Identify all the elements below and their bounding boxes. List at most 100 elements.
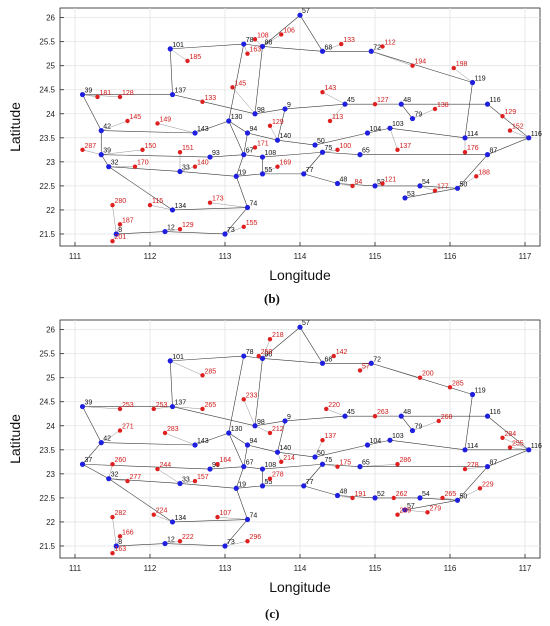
network-edge [254, 46, 263, 114]
demand-point [410, 63, 415, 68]
point-label: 68 [325, 44, 333, 51]
network-edge [487, 415, 529, 451]
demand-point [151, 512, 156, 517]
demand-link [487, 104, 503, 117]
point-label: 68 [325, 356, 333, 363]
demand-link [322, 91, 346, 105]
facility-point [357, 464, 363, 470]
network-edge [303, 464, 323, 487]
facility-point [162, 540, 168, 547]
network-edge [108, 166, 181, 172]
demand-point [350, 495, 355, 501]
demand-point [200, 99, 205, 104]
demand-point [117, 222, 123, 227]
x-tick-label: 116 [444, 252, 457, 261]
network-edge [314, 444, 368, 458]
demand-point [335, 464, 340, 469]
point-label: 67 [246, 148, 254, 155]
y-tick-label: 24.5 [39, 398, 55, 407]
network-edge [277, 108, 286, 141]
y-tick-label: 23 [46, 470, 55, 479]
demand-point [331, 353, 336, 359]
facility-point [259, 154, 266, 160]
facility-point [387, 437, 393, 443]
demand-link [170, 48, 188, 62]
demand-link [509, 447, 529, 451]
facility-point [169, 91, 176, 98]
point-label: 200 [422, 371, 434, 378]
x-tick-label: 115 [369, 252, 382, 261]
facility-point [244, 516, 251, 523]
demand-point [110, 238, 115, 244]
network-edge [116, 543, 166, 547]
point-label: 253 [156, 402, 168, 409]
point-label: 218 [272, 332, 284, 339]
facility-point [192, 130, 198, 136]
point-label: 112 [385, 39, 396, 46]
point-label: 212 [272, 426, 284, 433]
point-label: 280 [115, 198, 127, 205]
point-label: 214 [283, 455, 295, 462]
facility-point [226, 430, 232, 436]
point-label: 78 [246, 349, 254, 356]
point-label: 285 [205, 368, 217, 375]
demand-link [457, 488, 481, 501]
demand-link [153, 406, 173, 410]
point-label: 224 [156, 508, 168, 515]
point-label: 278 [467, 462, 479, 469]
x-tick-label: 113 [219, 252, 232, 261]
demand-point [207, 200, 213, 205]
point-label: 84 [355, 179, 363, 186]
demand-point [177, 150, 183, 155]
point-label: 116 [490, 409, 501, 416]
network-edge [82, 463, 109, 479]
y-tick-label: 26 [46, 14, 55, 23]
demand-point [230, 85, 235, 90]
panel-label-c: (c) [265, 606, 280, 621]
point-label: 279 [430, 505, 442, 512]
point-label: 50 [317, 138, 325, 145]
x-tick-label: 112 [144, 252, 157, 261]
point-label: 163 [250, 47, 262, 54]
demand-link [404, 509, 428, 513]
point-label: 12 [167, 225, 175, 232]
facility-point [301, 483, 307, 489]
demand-point [339, 41, 344, 47]
x-tick-label: 111 [69, 564, 82, 573]
point-label: 48 [340, 176, 348, 183]
facility-point [177, 168, 183, 175]
facility-point [252, 423, 258, 429]
demand-link [371, 363, 421, 378]
demand-link [101, 430, 121, 443]
facility-point [342, 413, 348, 419]
demand-link [112, 205, 117, 235]
point-label: 101 [172, 354, 184, 361]
network-edge [389, 439, 466, 451]
demand-point [140, 147, 145, 153]
network-edge [303, 485, 338, 496]
point-label: 32 [111, 472, 119, 479]
point-label: 106 [283, 27, 295, 34]
point-label: 244 [160, 462, 172, 469]
network-edge [235, 466, 245, 489]
network-edge [236, 485, 263, 489]
x-tick-label: 115 [369, 564, 382, 573]
network-edge [224, 207, 248, 235]
demand-link [101, 120, 128, 131]
demand-point [192, 478, 198, 484]
network-edge [228, 44, 245, 122]
demand-point [245, 51, 250, 56]
point-label: 108 [265, 462, 277, 469]
point-label: 9 [287, 102, 291, 109]
point-label: 188 [478, 169, 490, 176]
point-label: 284 [505, 431, 517, 438]
point-label: 39 [103, 148, 111, 155]
network-edge [224, 519, 248, 547]
demand-point [80, 147, 85, 153]
network-edge [404, 188, 458, 199]
x-tick-label: 117 [519, 252, 532, 261]
facility-point [469, 79, 476, 86]
point-label: 119 [475, 76, 486, 83]
demand-point [267, 476, 273, 481]
point-label: 74 [250, 513, 258, 520]
